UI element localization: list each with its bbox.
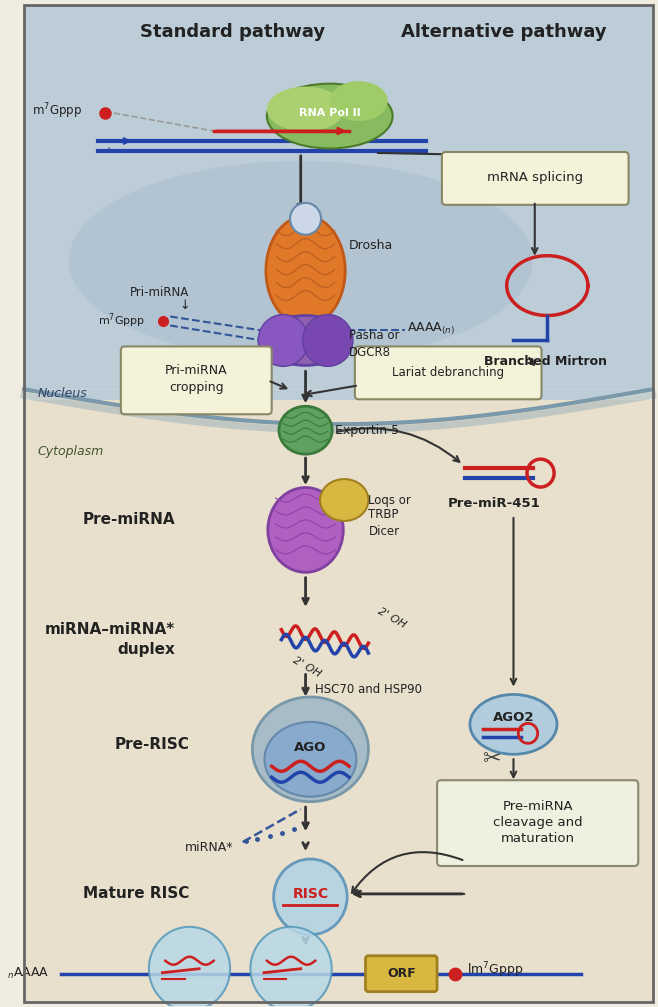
- Text: ORF: ORF: [387, 967, 416, 980]
- Text: mRNA splicing: mRNA splicing: [487, 171, 583, 184]
- Circle shape: [149, 926, 230, 1007]
- Circle shape: [258, 314, 309, 367]
- Circle shape: [274, 859, 347, 934]
- Text: RISC: RISC: [292, 887, 328, 901]
- Ellipse shape: [330, 82, 388, 121]
- FancyBboxPatch shape: [442, 152, 628, 204]
- Circle shape: [251, 926, 332, 1007]
- Text: Exportin 5: Exportin 5: [334, 424, 399, 437]
- Text: maturation: maturation: [501, 832, 574, 845]
- Text: Pre-miR-451: Pre-miR-451: [447, 497, 540, 510]
- FancyBboxPatch shape: [437, 780, 638, 866]
- Text: Standard pathway: Standard pathway: [140, 23, 326, 41]
- Text: $_n$AAAA: $_n$AAAA: [7, 966, 49, 981]
- Text: duplex: duplex: [117, 642, 175, 658]
- Text: →: →: [101, 145, 111, 155]
- Polygon shape: [24, 390, 653, 424]
- Text: Pre-miRNA: Pre-miRNA: [82, 513, 175, 528]
- Text: lm$^7$Gppp: lm$^7$Gppp: [467, 960, 524, 980]
- FancyBboxPatch shape: [355, 346, 542, 400]
- Text: Branched Mirtron: Branched Mirtron: [484, 355, 607, 369]
- Ellipse shape: [279, 406, 332, 454]
- Text: AGO2: AGO2: [493, 711, 534, 724]
- Text: ✂: ✂: [482, 749, 501, 769]
- FancyBboxPatch shape: [365, 956, 437, 992]
- Text: m$^7$Gppp: m$^7$Gppp: [32, 102, 82, 121]
- Text: HSC70 and HSP90: HSC70 and HSP90: [315, 683, 422, 696]
- Text: DGCR8: DGCR8: [349, 346, 391, 358]
- Circle shape: [290, 202, 321, 235]
- Text: 2' OH: 2' OH: [376, 605, 408, 629]
- Ellipse shape: [266, 215, 345, 325]
- Text: RNA Pol II: RNA Pol II: [299, 108, 361, 118]
- Text: Pre-miRNA: Pre-miRNA: [502, 800, 573, 813]
- Ellipse shape: [262, 315, 349, 366]
- Ellipse shape: [267, 87, 344, 132]
- Text: Pre-RISC: Pre-RISC: [114, 737, 190, 752]
- Text: Cytoplasm: Cytoplasm: [38, 445, 104, 458]
- Text: Alternative pathway: Alternative pathway: [401, 23, 607, 41]
- Ellipse shape: [470, 695, 557, 754]
- Text: miRNA*: miRNA*: [184, 841, 233, 854]
- Text: miRNA–miRNA*: miRNA–miRNA*: [45, 622, 175, 637]
- Ellipse shape: [265, 722, 357, 797]
- Text: cropping: cropping: [169, 381, 224, 394]
- Text: AAAA$_{(n)}$: AAAA$_{(n)}$: [407, 320, 455, 336]
- Ellipse shape: [267, 84, 393, 148]
- Text: m$^7$Gppp: m$^7$Gppp: [97, 311, 145, 330]
- Text: ↓: ↓: [179, 298, 190, 311]
- FancyBboxPatch shape: [24, 401, 653, 1002]
- FancyBboxPatch shape: [24, 5, 653, 390]
- Ellipse shape: [320, 479, 368, 521]
- Ellipse shape: [253, 697, 368, 802]
- Text: Mature RISC: Mature RISC: [83, 886, 190, 901]
- Text: TRBP: TRBP: [368, 509, 399, 522]
- Text: Pasha or: Pasha or: [349, 329, 399, 342]
- Circle shape: [303, 314, 353, 367]
- Text: cleavage and: cleavage and: [493, 816, 582, 829]
- Ellipse shape: [268, 487, 343, 572]
- Ellipse shape: [68, 161, 533, 361]
- Text: AGO: AGO: [294, 741, 326, 754]
- Text: 2' OH: 2' OH: [291, 656, 322, 680]
- Text: Dicer: Dicer: [368, 526, 399, 539]
- Text: Drosha: Drosha: [349, 240, 393, 252]
- FancyBboxPatch shape: [121, 346, 272, 414]
- Text: Pri-miRNA: Pri-miRNA: [130, 286, 190, 299]
- Text: Nucleus: Nucleus: [38, 388, 88, 401]
- Text: Lariat debranching: Lariat debranching: [392, 366, 504, 379]
- Text: Pri-miRNA: Pri-miRNA: [165, 364, 228, 377]
- Text: Loqs or: Loqs or: [368, 493, 411, 507]
